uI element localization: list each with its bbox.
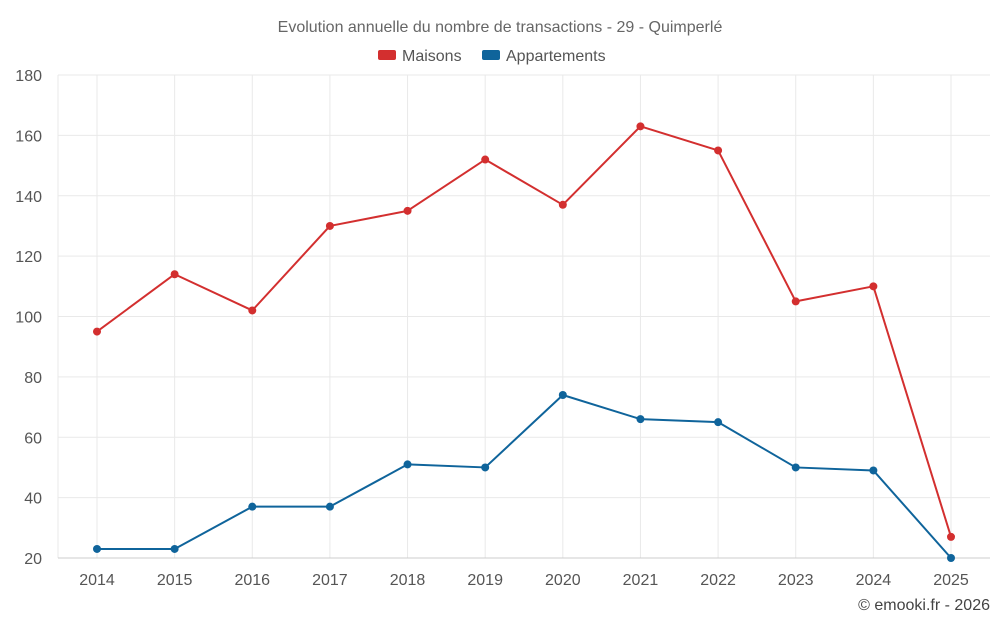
- series-line-appartements: [97, 393, 952, 559]
- legend-item-maisons[interactable]: Maisons: [378, 48, 462, 65]
- legend-label-maisons: Maisons: [402, 48, 462, 65]
- series-line-maisons: [96, 125, 952, 538]
- series-appartements: [93, 390, 955, 562]
- y-tick-label: 100: [15, 310, 42, 327]
- y-tick-label: 40: [24, 491, 42, 508]
- legend: Maisons Appartements: [378, 48, 606, 65]
- y-tick-label: 20: [24, 551, 42, 568]
- x-tick-label: 2023: [778, 572, 814, 589]
- x-tick-label: 2022: [700, 572, 736, 589]
- x-tick-label: 2016: [234, 572, 270, 589]
- data-point-appartements-2018[interactable]: [403, 460, 412, 469]
- data-point-appartements-2023[interactable]: [791, 463, 800, 472]
- series-layer: [93, 122, 955, 562]
- x-tick-label: 2021: [623, 572, 659, 589]
- axes: 20 40 60 80 100 120 140 160 180 2014 2015 2016 2017 2…: [15, 68, 990, 589]
- data-point-appartements-2015[interactable]: [170, 544, 179, 553]
- data-point-maisons-2018[interactable]: [403, 206, 412, 215]
- legend-item-appartements[interactable]: Appartements: [482, 48, 606, 65]
- x-tick-label: 2015: [157, 572, 193, 589]
- y-tick-label: 160: [15, 128, 42, 145]
- y-tick-label: 80: [24, 370, 42, 387]
- data-point-maisons-2019[interactable]: [481, 155, 490, 164]
- x-tick-label: 2024: [856, 572, 892, 589]
- data-point-maisons-2024[interactable]: [869, 282, 878, 291]
- x-tick-label: 2014: [79, 572, 115, 589]
- grid: [57, 74, 990, 558]
- y-tick-label: 140: [15, 189, 42, 206]
- data-point-appartements-2020[interactable]: [558, 390, 567, 399]
- data-point-appartements-2021[interactable]: [636, 415, 645, 424]
- data-point-maisons-2015[interactable]: [170, 270, 179, 279]
- credit-text: © emooki.fr - 2026: [858, 597, 990, 614]
- legend-label-appartements: Appartements: [506, 48, 606, 65]
- series-maisons: [93, 122, 955, 541]
- data-point-maisons-2014[interactable]: [93, 327, 101, 336]
- legend-swatch-appartements: [482, 50, 500, 60]
- data-point-appartements-2025[interactable]: [947, 554, 955, 562]
- x-tick-label: 2025: [933, 572, 969, 589]
- data-point-appartements-2022[interactable]: [714, 418, 723, 427]
- data-point-appartements-2014[interactable]: [93, 544, 101, 553]
- y-tick-label: 120: [15, 249, 42, 266]
- x-tick-label: 2017: [312, 572, 348, 589]
- data-point-maisons-2017[interactable]: [325, 221, 334, 230]
- x-tick-label: 2019: [467, 572, 503, 589]
- chart-title: Evolution annuelle du nombre de transact…: [278, 19, 723, 36]
- data-point-appartements-2016[interactable]: [248, 502, 257, 511]
- data-point-appartements-2024[interactable]: [869, 466, 878, 475]
- data-point-maisons-2023[interactable]: [791, 297, 800, 306]
- x-tick-label: 2018: [390, 572, 426, 589]
- legend-swatch-maisons: [378, 50, 396, 60]
- y-tick-label: 60: [24, 430, 42, 447]
- data-point-appartements-2019[interactable]: [481, 463, 490, 472]
- data-point-maisons-2025[interactable]: [947, 532, 955, 541]
- data-point-maisons-2021[interactable]: [636, 122, 645, 131]
- x-tick-label: 2020: [545, 572, 581, 589]
- y-tick-label: 180: [15, 68, 42, 85]
- data-point-maisons-2016[interactable]: [248, 306, 257, 315]
- data-point-appartements-2017[interactable]: [325, 502, 334, 511]
- data-point-maisons-2022[interactable]: [714, 146, 723, 155]
- data-point-maisons-2020[interactable]: [558, 200, 567, 209]
